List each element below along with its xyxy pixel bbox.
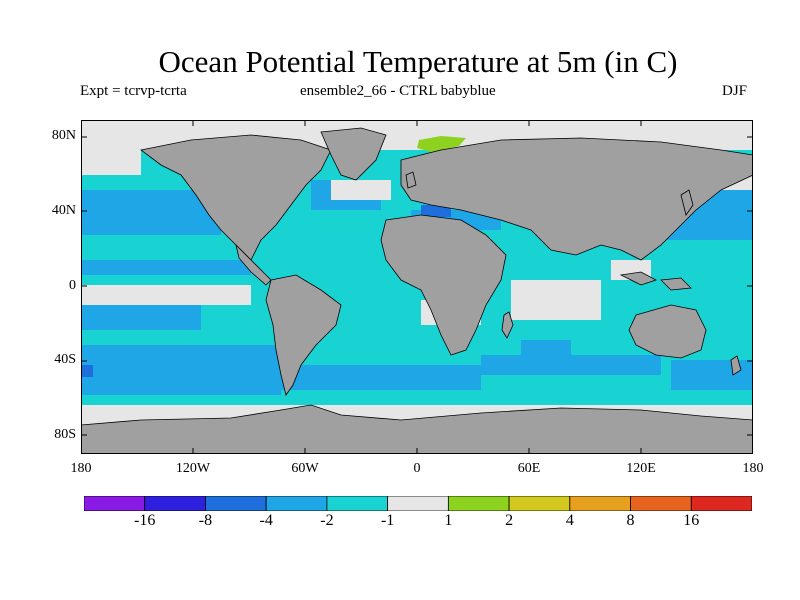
greenland: [320, 127, 387, 181]
colorbar-swatch: [569, 496, 631, 511]
japan: [680, 189, 694, 216]
landmasses: [81, 127, 753, 454]
colorbar-label: -1: [380, 512, 395, 529]
lat-label-80s: 80S: [54, 427, 76, 442]
lat-label-40s: 40S: [54, 352, 76, 367]
colorbar-label: -4: [259, 512, 273, 529]
lon-label-120w: 120W: [175, 461, 211, 476]
map-title: Ocean Potential Temperature at 5m (in C): [158, 44, 678, 79]
map-panel: [81, 120, 753, 454]
colorbar-swatch: [144, 496, 206, 511]
madagascar: [501, 311, 514, 339]
north-america: [140, 134, 332, 261]
colorbar-swatch: [265, 496, 328, 511]
britain: [405, 171, 417, 189]
experiment-label: Expt = tcrvp-tcrta: [80, 83, 187, 99]
colorbar-swatch: [508, 496, 571, 511]
indonesia: [619, 271, 658, 286]
colorbar: [84, 496, 752, 511]
colorbar-label: -8: [198, 512, 213, 529]
world-map: [81, 120, 753, 454]
colorbar-label: 1: [444, 512, 453, 529]
warming-patch: [417, 136, 466, 152]
lon-label-0: 0: [413, 461, 421, 476]
colorbar-swatch: [84, 496, 146, 511]
colorbar-label: 16: [683, 512, 700, 529]
lat-label-0: 0: [69, 278, 76, 293]
colorbar-swatch: [326, 496, 389, 511]
central-america: [235, 243, 272, 286]
lat-label-40n: 40N: [51, 203, 76, 218]
colorbar-swatch: [630, 496, 692, 511]
lat-label-80n: 80N: [51, 128, 76, 143]
axis-ticks: [81, 120, 753, 454]
lon-label-120e: 120E: [626, 461, 656, 476]
colorbar-label: 4: [565, 512, 574, 529]
lon-label-60w: 60W: [291, 461, 319, 476]
colorbar-label: 2: [505, 512, 514, 529]
lon-label-180w: 180: [70, 461, 92, 476]
new-guinea: [660, 277, 692, 291]
south-america: [265, 274, 342, 396]
antarctica: [81, 404, 753, 454]
eurasia: [400, 137, 753, 261]
new-zealand: [730, 355, 742, 376]
lon-label-60e: 60E: [517, 461, 541, 476]
lon-label-180e: 180: [742, 461, 764, 476]
colorbar-label: -2: [320, 512, 334, 529]
colorbar-swatch: [447, 496, 510, 511]
season-label: DJF: [722, 83, 748, 99]
ensemble-label: ensemble2_66 - CTRL babyblue: [300, 83, 496, 99]
colorbar-swatch: [205, 496, 267, 511]
africa: [380, 214, 507, 356]
colorbar-swatch: [387, 496, 449, 511]
colorbar-swatch: [690, 496, 752, 511]
australia: [628, 304, 707, 359]
colorbar-label: 8: [626, 512, 635, 529]
colorbar-label: -16: [134, 512, 156, 529]
